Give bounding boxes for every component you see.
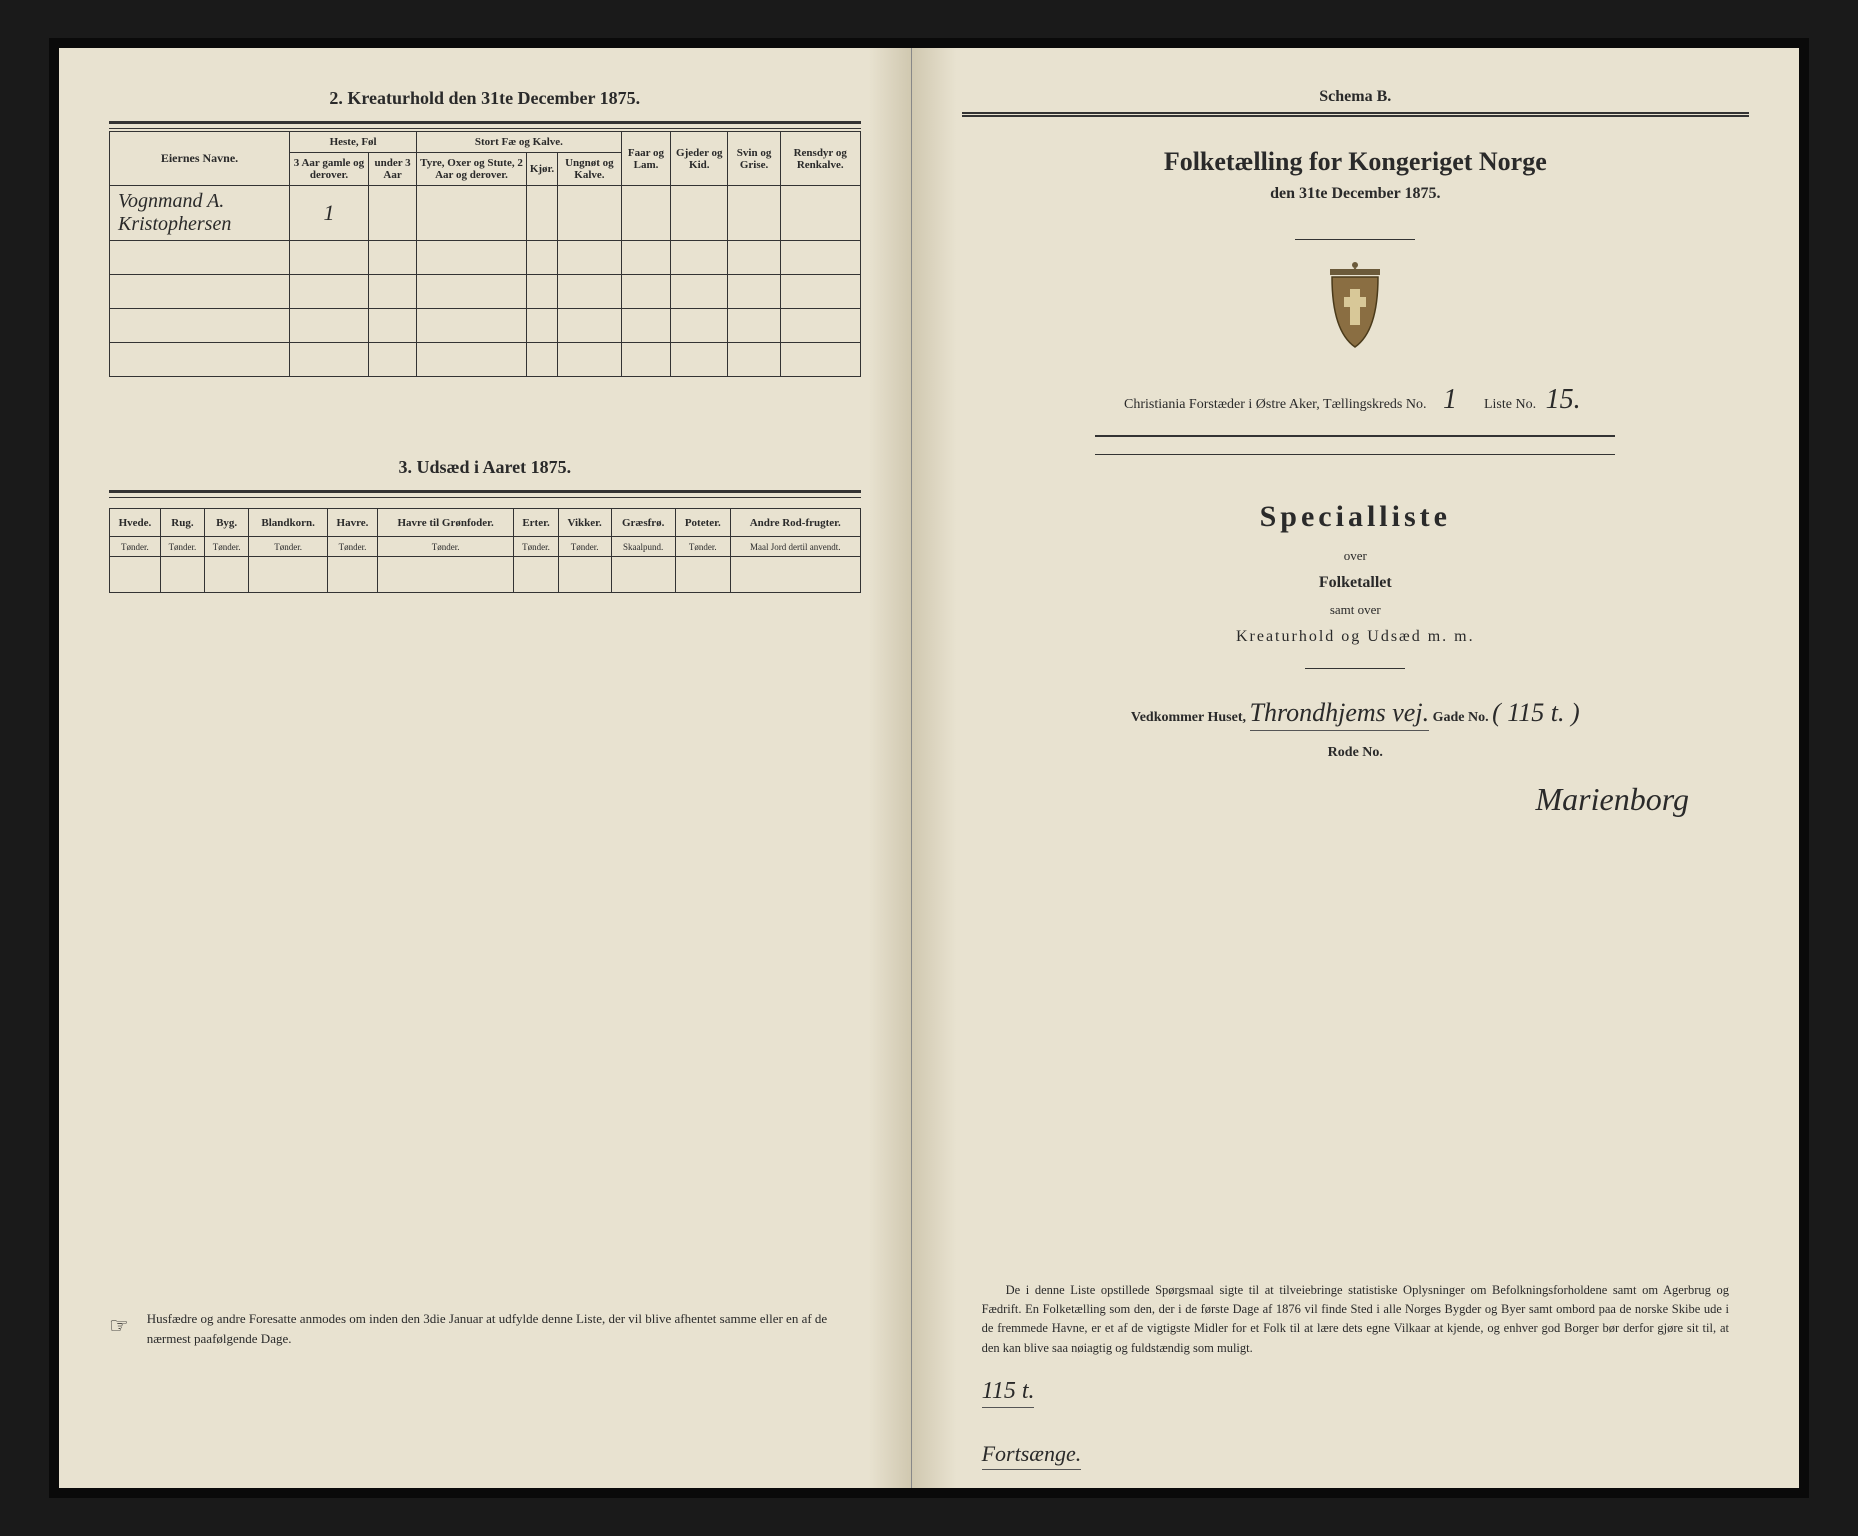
seed-unit: Tønder.	[328, 537, 378, 557]
special-title: Specialliste	[962, 500, 1749, 534]
rule	[109, 128, 861, 129]
folketallet-label: Folketallet	[962, 574, 1749, 592]
samt-over-label: samt over	[962, 602, 1749, 618]
col-cattle-bulls: Tyre, Oxer og Stute, 2 Aar og derover.	[417, 153, 527, 186]
census-title: Folketælling for Kongeriget Norge	[962, 147, 1749, 177]
seed-col: Havre til Grønfoder.	[377, 509, 514, 537]
gade-no: ( 115 t. )	[1492, 698, 1580, 727]
table-row	[110, 557, 861, 593]
seed-unit: Tønder.	[514, 537, 558, 557]
col-reindeer: Rensdyr og Renkalve.	[780, 132, 860, 186]
seed-unit: Skaalpund.	[611, 537, 675, 557]
seed-unit: Tønder.	[160, 537, 204, 557]
seed-col: Poteter.	[675, 509, 730, 537]
pointing-hand-icon: ☞	[109, 1309, 129, 1348]
very-bottom-note: Fortsænge.	[982, 1441, 1082, 1470]
footer-text: Husfædre og andre Foresatte anmodes om i…	[147, 1309, 861, 1348]
table-row	[110, 275, 861, 309]
corner-note: 115 t.	[982, 1378, 1035, 1408]
seed-unit: Tønder.	[558, 537, 611, 557]
seed-col: Hvede.	[110, 509, 161, 537]
section2-title: 2. Kreaturhold den 31te December 1875.	[109, 88, 861, 109]
seed-header-row: Hvede. Rug. Byg. Blandkorn. Havre. Havre…	[110, 509, 861, 537]
col-horses: Heste, Føl	[290, 132, 417, 153]
rode-label: Rode No.	[1328, 745, 1383, 760]
small-rule	[962, 656, 1749, 674]
liste-no: 15.	[1540, 384, 1587, 416]
value-cell	[621, 186, 671, 241]
value-cell	[558, 186, 621, 241]
census-date: den 31te December 1875.	[962, 185, 1749, 203]
value-cell	[368, 186, 416, 241]
small-rule	[962, 227, 1749, 245]
left-page: 2. Kreaturhold den 31te December 1875. E…	[59, 48, 912, 1488]
seed-col: Græsfrø.	[611, 509, 675, 537]
footer-note: ☞ Husfædre og andre Foresatte anmodes om…	[109, 1309, 861, 1348]
table-row	[110, 343, 861, 377]
value-cell	[780, 186, 860, 241]
divider	[962, 112, 1749, 117]
section3-title: 3. Udsæd i Aaret 1875.	[109, 457, 861, 478]
value-cell	[417, 186, 527, 241]
col-goats: Gjeder og Kid.	[671, 132, 728, 186]
liste-label: Liste No.	[1484, 397, 1536, 412]
small-rule	[962, 424, 1749, 460]
over-label: over	[962, 548, 1749, 564]
kreds-no: 1	[1430, 384, 1470, 416]
value-cell	[728, 186, 781, 241]
book-spread: 2. Kreaturhold den 31te December 1875. E…	[49, 38, 1809, 1498]
very-bottom-text: Fortsænge.	[982, 1441, 1082, 1470]
seed-col: Erter.	[514, 509, 558, 537]
value-cell	[671, 186, 728, 241]
seed-col: Andre Rod-frugter.	[730, 509, 860, 537]
district-prefix: Christiania Forstæder i Østre Aker, Tæll…	[1124, 397, 1427, 412]
seed-table: Hvede. Rug. Byg. Blandkorn. Havre. Havre…	[109, 508, 861, 593]
house-line: Vedkommer Huset, Throndhjems vej. Gade N…	[962, 698, 1749, 731]
livestock-table: Eiernes Navne. Heste, Føl Stort Fæ og Ka…	[109, 131, 861, 377]
signature: Marienborg	[962, 781, 1689, 818]
rode-line: Rode No.	[962, 745, 1749, 761]
bottom-paragraph: De i denne Liste opstillede Spørgsmaal s…	[982, 1281, 1729, 1359]
seed-unit: Maal Jord dertil anvendt.	[730, 537, 860, 557]
value-cell	[526, 186, 557, 241]
seed-col: Vikker.	[558, 509, 611, 537]
value-cell: 1	[290, 186, 369, 241]
seed-col: Blandkorn.	[249, 509, 328, 537]
seed-col: Havre.	[328, 509, 378, 537]
corner-note-text: 115 t.	[982, 1378, 1035, 1408]
house-name: Throndhjems vej.	[1250, 698, 1430, 731]
col-horses-u3: under 3 Aar	[368, 153, 416, 186]
col-horses-3plus: 3 Aar gamle og derover.	[290, 153, 369, 186]
seed-unit: Tønder.	[675, 537, 730, 557]
seed-unit-row: Tønder. Tønder. Tønder. Tønder. Tønder. …	[110, 537, 861, 557]
col-pigs: Svin og Grise.	[728, 132, 781, 186]
seed-col: Byg.	[205, 509, 249, 537]
livestock-body: Vognmand A. Kristophersen 1	[110, 186, 861, 377]
district-line: Christiania Forstæder i Østre Aker, Tæll…	[962, 384, 1749, 416]
rule	[109, 497, 861, 498]
col-cattle: Stort Fæ og Kalve.	[417, 132, 621, 153]
table-row	[110, 309, 861, 343]
seed-unit: Tønder.	[110, 537, 161, 557]
gade-label: Gade No.	[1433, 710, 1489, 725]
seed-col: Rug.	[160, 509, 204, 537]
rule	[109, 121, 861, 124]
col-cattle-calves: Ungnøt og Kalve.	[558, 153, 621, 186]
table-row	[110, 241, 861, 275]
col-cattle-cows: Kjør.	[526, 153, 557, 186]
kreaturhold-label: Kreaturhold og Udsæd m. m.	[962, 628, 1749, 646]
table-row: Vognmand A. Kristophersen 1	[110, 186, 861, 241]
coat-of-arms-icon	[962, 261, 1749, 356]
col-sheep: Faar og Lam.	[621, 132, 671, 186]
seed-unit: Tønder.	[249, 537, 328, 557]
owner-cell: Vognmand A. Kristophersen	[110, 186, 290, 241]
rule	[109, 490, 861, 493]
seed-unit: Tønder.	[377, 537, 514, 557]
schema-label: Schema B.	[962, 88, 1749, 106]
col-owner: Eiernes Navne.	[110, 132, 290, 186]
right-page: Schema B. Folketælling for Kongeriget No…	[912, 48, 1799, 1488]
vedkommer-label: Vedkommer Huset,	[1131, 710, 1246, 725]
seed-unit: Tønder.	[205, 537, 249, 557]
